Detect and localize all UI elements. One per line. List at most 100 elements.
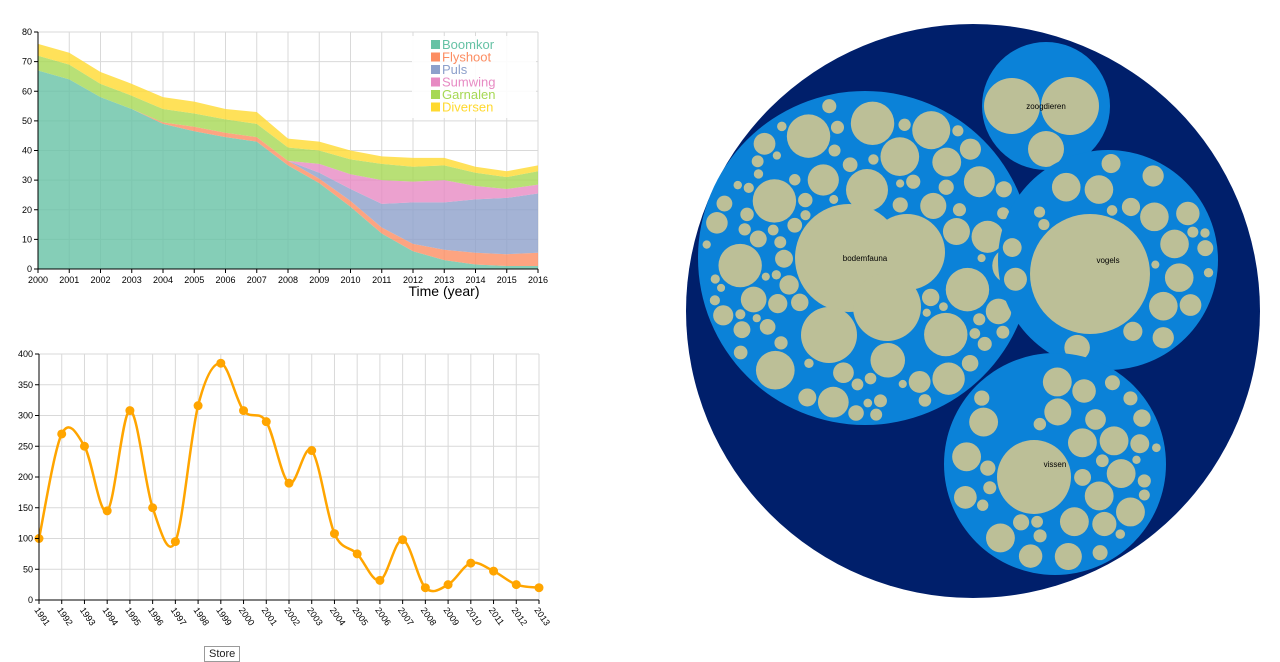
leaf-circle-bodemfauna [952,203,967,217]
leaf-circle-vissen [1054,542,1082,571]
legend-label-flyshoot: Flyshoot [442,50,492,65]
leaf-circle-bodemfauna [733,180,742,190]
leaf-circle-vissen [953,485,977,509]
leaf-circle-bodemfauna [833,362,854,384]
group-label-vogels: vogels [1096,256,1119,265]
leaf-circle-bodemfauna [945,267,990,312]
line-y-tick-label: 50 [23,564,33,574]
leaf-circle-bodemfauna [798,388,817,407]
leaf-circle-bodemfauna [846,169,888,211]
line-point [193,401,203,411]
line-point [307,446,317,456]
line-x-tick-label: 1997 [169,605,189,627]
leaf-circle-bodemfauna [779,275,799,295]
line-point [489,566,499,576]
leaf-circle-vissen [986,523,1015,553]
area-x-tick-label: 2006 [215,275,235,285]
leaf-circle-vissen [1123,391,1138,406]
line-y-tick-label: 150 [18,503,33,513]
leaf-circle-bodemfauna [738,223,751,236]
area-x-tick-label: 2016 [528,275,548,285]
leaf-circle-bodemfauna [775,249,794,268]
legend-swatch-flyshoot [431,52,440,62]
line-x-tick-label: 1994 [101,605,121,627]
leaf-circle-bodemfauna [892,197,908,213]
leaf-circle-vogels [1149,291,1178,321]
legend-label-boomkor: Boomkor [442,37,495,52]
leaf-circle-bodemfauna [749,230,767,248]
leaf-circle-bodemfauna [801,307,857,363]
area-y-tick-label: 40 [22,146,32,156]
leaf-circle-vogels [1164,263,1194,292]
leaf-circle-bodemfauna [977,254,986,263]
legend-label-diversen: Diversen [442,100,493,115]
leaf-circle-bodemfauna [752,314,761,323]
leaf-circle-bodemfauna [880,137,920,176]
leaf-circle-bodemfauna [920,192,947,219]
leaf-circle-bodemfauna [768,294,788,314]
leaf-circle-bodemfauna [716,195,733,212]
line-point [79,441,89,451]
leaf-circle-bodemfauna [717,283,726,292]
leaf-circle-vissen [1059,507,1089,537]
leaf-circle-bodemfauna [870,408,883,421]
line-point [125,406,135,416]
leaf-circle-vogels [1200,228,1210,238]
area-y-tick-label: 30 [22,175,32,185]
line-point [239,406,249,416]
leaf-circle-bodemfauna [863,398,873,408]
leaf-circle-vogels [1101,154,1121,174]
leaf-circle-bodemfauna [963,166,995,198]
line-x-tick-label: 2008 [419,605,439,627]
line-x-tick-label: 2013 [532,605,552,627]
line-x-tick-label: 2011 [487,605,506,627]
leaf-circle-vogels [1176,201,1200,226]
leaf-circle-bodemfauna [807,164,839,196]
leaf-circle-vogels [1002,238,1022,257]
leaf-circle-bodemfauna [706,212,728,234]
line-x-tick-label: 1995 [123,605,143,627]
leaf-circle-vissen [1116,497,1145,527]
leaf-circle-bodemfauna [787,217,803,233]
leaf-circle-bodemfauna [735,309,746,320]
line-y-tick-label: 0 [28,595,33,605]
leaf-circle-bodemfauna [918,394,932,407]
leaf-circle-bodemfauna [869,214,945,290]
line-x-tick-label: 2010 [464,605,484,627]
line-x-tick-label: 2012 [510,605,530,627]
legend-swatch-boomkor [431,40,440,49]
line-point [352,549,362,559]
leaf-circle-bodemfauna [848,405,864,421]
leaf-circle-bodemfauna [829,194,839,204]
leaf-circle-vogels [1179,294,1202,316]
area-series-garnalen [38,55,538,190]
leaf-circle-vissen [980,460,996,476]
leaf-circle-bodemfauna [800,210,811,221]
leaf-circle-vogels [1106,205,1118,216]
line-point [284,478,294,488]
leaf-circle-bodemfauna [759,319,776,335]
leaf-circle-bodemfauna [772,151,782,160]
leaf-circle-vogels [1187,226,1199,238]
area-x-tick-label: 2012 [403,275,423,285]
leaf-circle-bodemfauna [995,181,1012,198]
legend-swatch-diversen [431,102,440,112]
leaf-circle-bodemfauna [771,270,781,280]
leaf-circle-bodemfauna [733,345,748,360]
leaf-circle-vogels [1140,202,1169,232]
leaf-circle-bodemfauna [702,240,711,249]
store-button[interactable]: Store [204,646,241,662]
circle-packing-chart: bodemfauna zoogdieren vogels vissen [686,24,1260,598]
area-series-boomkor [38,70,538,269]
leaf-circle-bodemfauna [977,336,992,351]
line-point [102,506,112,516]
leaf-circle-bodemfauna [932,147,962,177]
leaf-circle-vissen [969,407,999,437]
leaf-circle-vissen [1092,545,1108,561]
area-x-tick-label: 2000 [28,275,48,285]
area-x-tick-label: 2005 [184,275,204,285]
line-point [57,429,67,439]
area-y-tick-label: 0 [27,264,32,274]
line-y-tick-label: 300 [18,411,33,421]
leaf-circle-vissen [974,390,990,406]
